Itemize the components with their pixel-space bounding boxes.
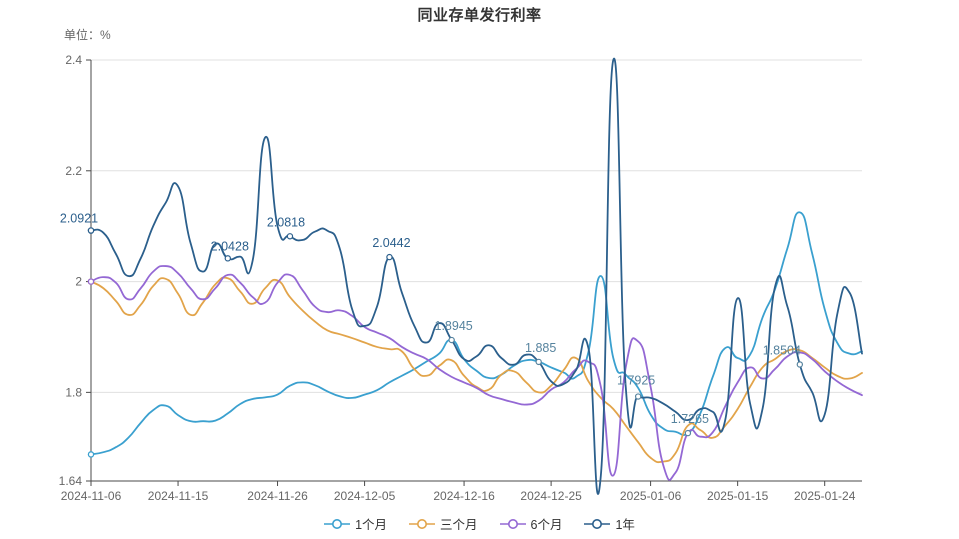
annotated-point-marker [684, 429, 692, 437]
series-line-三个月 [90, 276, 863, 464]
legend-marker-icon [324, 518, 351, 529]
x-axis-ticks: 2024-11-06 2024-11-15 2024-11-26 2024-12-05… [61, 481, 856, 503]
gridlines [91, 59, 862, 393]
page-title: 同业存单发行利率 [417, 7, 542, 24]
legend-item-1个月[interactable]: 1个月 [324, 514, 387, 533]
legend-item-6个月[interactable]: 6个月 [499, 514, 563, 533]
legend-item-label: 三个月 [440, 518, 478, 532]
svg-text:1.8: 1.8 [65, 385, 82, 399]
svg-text:2024-11-15: 2024-11-15 [148, 489, 209, 503]
annotated-point-marker [796, 361, 804, 368]
annotated-point-marker [448, 336, 455, 344]
svg-text:2025-01-24: 2025-01-24 [794, 489, 856, 503]
axes [90, 60, 862, 482]
annotated-point-marker [87, 227, 95, 234]
annotated-point-marker [286, 233, 294, 240]
svg-text:2024-11-06: 2024-11-06 [61, 489, 122, 503]
y-axis-ticks: 1.64 1.8 2 2.2 2.4 [59, 53, 91, 488]
legend-item-label: 1年 [615, 518, 635, 532]
legend-marker-icon [584, 518, 611, 529]
series-line-6个月 [90, 265, 863, 481]
svg-text:2024-12-05: 2024-12-05 [334, 489, 396, 503]
series-lines [90, 57, 863, 495]
svg-text:2024-11-26: 2024-11-26 [247, 489, 308, 503]
data-label: 2.0818 [267, 215, 305, 229]
svg-text:2025-01-06: 2025-01-06 [620, 489, 682, 503]
series-start-marker [87, 451, 95, 458]
data-label: 1.8504 [763, 343, 801, 357]
data-label: 1.8945 [435, 319, 473, 333]
data-label: 2.0428 [211, 239, 249, 253]
annotated-point-marker [224, 255, 231, 262]
data-label: 1.885 [525, 341, 556, 355]
annotated-point-marker [634, 393, 642, 400]
svg-text:2: 2 [75, 275, 82, 289]
data-label: 1.7265 [671, 412, 709, 426]
unit-label: 单位：% [64, 28, 111, 42]
series-line-1年 [90, 57, 863, 495]
svg-text:2024-12-16: 2024-12-16 [433, 489, 495, 503]
legend-item-三个月[interactable]: 三个月 [409, 514, 478, 533]
legend-marker-icon [409, 518, 436, 529]
svg-text:1.64: 1.64 [59, 474, 83, 488]
svg-text:2.4: 2.4 [65, 53, 82, 67]
svg-text:2025-01-15: 2025-01-15 [707, 489, 769, 503]
annotated-point-marker [535, 358, 542, 366]
legend-item-label: 6个月 [530, 518, 563, 532]
data-label: 2.0442 [372, 236, 410, 250]
annotated-point-marker [386, 253, 393, 261]
series-line-1个月 [90, 211, 863, 456]
svg-text:2024-12-25: 2024-12-25 [520, 489, 582, 503]
legend-marker-icon [499, 518, 526, 529]
data-label: 1.7925 [617, 374, 655, 388]
data-point-labels: 2.0921 2.0428 2.0818 2.0442 1.8945 1.885 1.792… [60, 212, 801, 427]
data-point-markers [87, 227, 804, 458]
legend-item-1年[interactable]: 1年 [584, 514, 635, 533]
legend-item-label: 1个月 [355, 518, 388, 532]
series-start-marker [87, 278, 95, 285]
data-label: 2.0921 [60, 212, 98, 226]
chart-legend: 1个月 三个月 6个月 1年 [0, 514, 959, 533]
svg-text:2.2: 2.2 [65, 164, 82, 178]
